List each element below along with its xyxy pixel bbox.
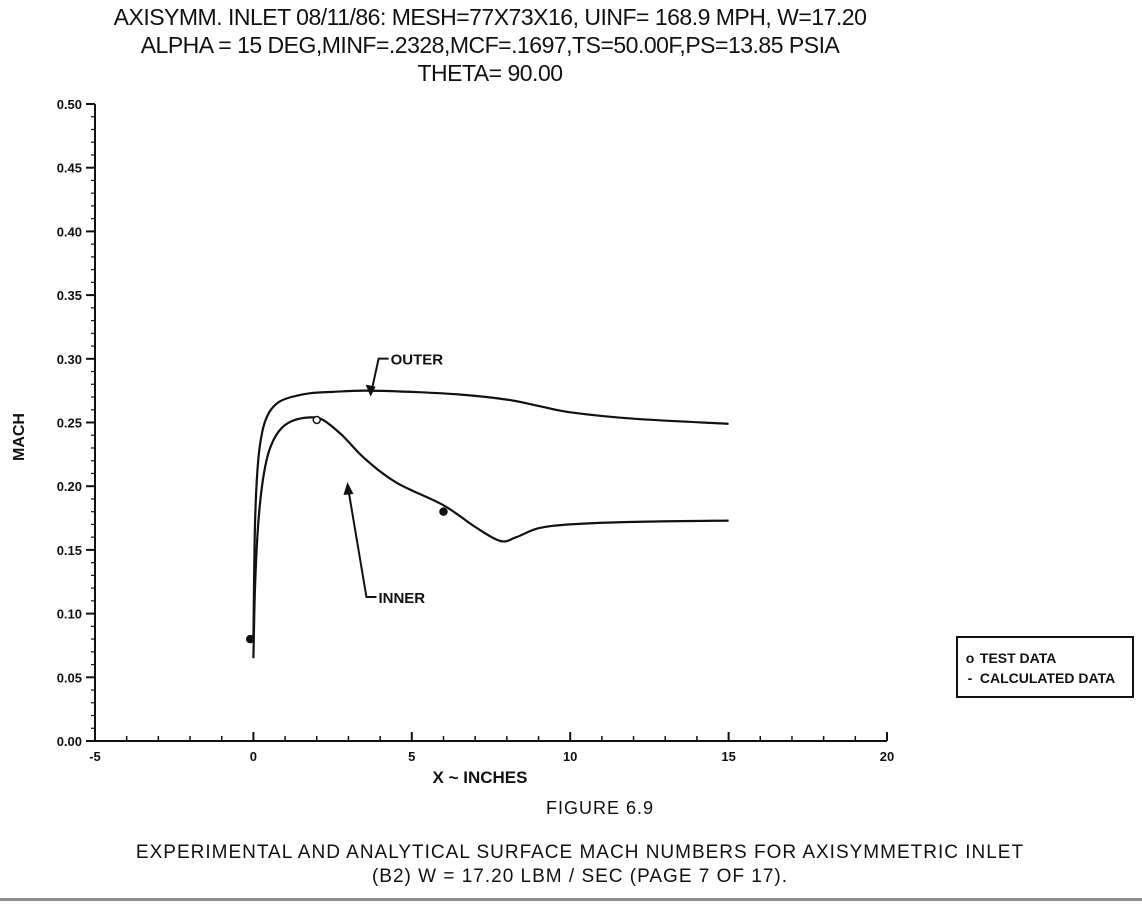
y-tick-label: 0.40 bbox=[57, 224, 82, 239]
test-data-point bbox=[245, 634, 255, 644]
y-tick-label: 0.00 bbox=[57, 734, 82, 749]
y-tick-label: 0.10 bbox=[57, 607, 82, 622]
legend-label-test-data: TEST DATA bbox=[979, 650, 1057, 666]
x-tick-label: 5 bbox=[408, 749, 415, 764]
caption-line-2: (B2) W = 17.20 LBM / SEC (PAGE 7 OF 17). bbox=[371, 866, 789, 887]
axes bbox=[94, 104, 887, 742]
tick-marks: 0.00 0.05 0.10 0.15 0.20 0.25 0.30 0.35 0.40 0.45… bbox=[57, 97, 895, 764]
outer-arrowhead bbox=[365, 384, 376, 397]
inner-leader-line bbox=[347, 489, 377, 599]
chart-title-line-1: AXISYMM. INLET 08/11/86: MESH=77X73X16, … bbox=[113, 4, 867, 30]
inner-curve-label: INNER bbox=[378, 590, 425, 607]
x-tick-label: 10 bbox=[563, 749, 577, 764]
series-line-inner bbox=[252, 416, 729, 659]
chart-title-line-3: THETA= 90.00 bbox=[417, 60, 563, 86]
legend-marker-circle: o bbox=[965, 650, 975, 666]
inner-arrowhead bbox=[343, 482, 354, 496]
y-tick-label: 0.30 bbox=[57, 352, 82, 367]
legend-marker-line: - bbox=[967, 670, 973, 686]
y-axis-label: MACH bbox=[11, 413, 28, 461]
y-tick-label: 0.05 bbox=[57, 670, 82, 685]
legend: o TEST DATA - CALCULATED DATA bbox=[956, 636, 1134, 698]
outer-leader-line bbox=[370, 357, 389, 391]
legend-entry-test-data: o TEST DATA bbox=[964, 648, 1126, 668]
y-tick-label: 0.15 bbox=[57, 543, 82, 558]
y-tick-label: 0.50 bbox=[57, 97, 82, 112]
annotations: OUTER INNER bbox=[343, 352, 443, 607]
legend-entry-calculated-data: - CALCULATED DATA bbox=[964, 668, 1126, 688]
y-tick-label: 0.35 bbox=[57, 288, 82, 303]
series-lines bbox=[252, 389, 729, 659]
series-line-outer bbox=[252, 389, 729, 640]
chart-title-line-2: ALPHA = 15 DEG,MINF=.2328,MCF=.1697,TS=5… bbox=[140, 32, 840, 58]
test-data-points bbox=[245, 415, 448, 644]
caption-line-1: EXPERIMENTAL AND ANALYTICAL SURFACE MACH… bbox=[135, 842, 1025, 863]
x-tick-label: -5 bbox=[89, 749, 101, 764]
test-data-point bbox=[439, 507, 448, 516]
legend-label-calculated-data: CALCULATED DATA bbox=[979, 670, 1116, 686]
y-tick-label: 0.25 bbox=[57, 416, 82, 431]
test-data-point bbox=[312, 415, 322, 425]
x-tick-label: 15 bbox=[721, 749, 735, 764]
y-tick-label: 0.20 bbox=[57, 479, 82, 494]
x-tick-label: 20 bbox=[880, 749, 894, 764]
outer-curve-label: OUTER bbox=[391, 352, 444, 369]
page-bottom-border bbox=[0, 898, 1142, 901]
figure-label: FIGURE 6.9 bbox=[545, 798, 655, 818]
x-axis-label: X ~ INCHES bbox=[432, 768, 528, 787]
y-tick-label: 0.45 bbox=[57, 161, 82, 176]
x-tick-label: 0 bbox=[250, 749, 257, 764]
